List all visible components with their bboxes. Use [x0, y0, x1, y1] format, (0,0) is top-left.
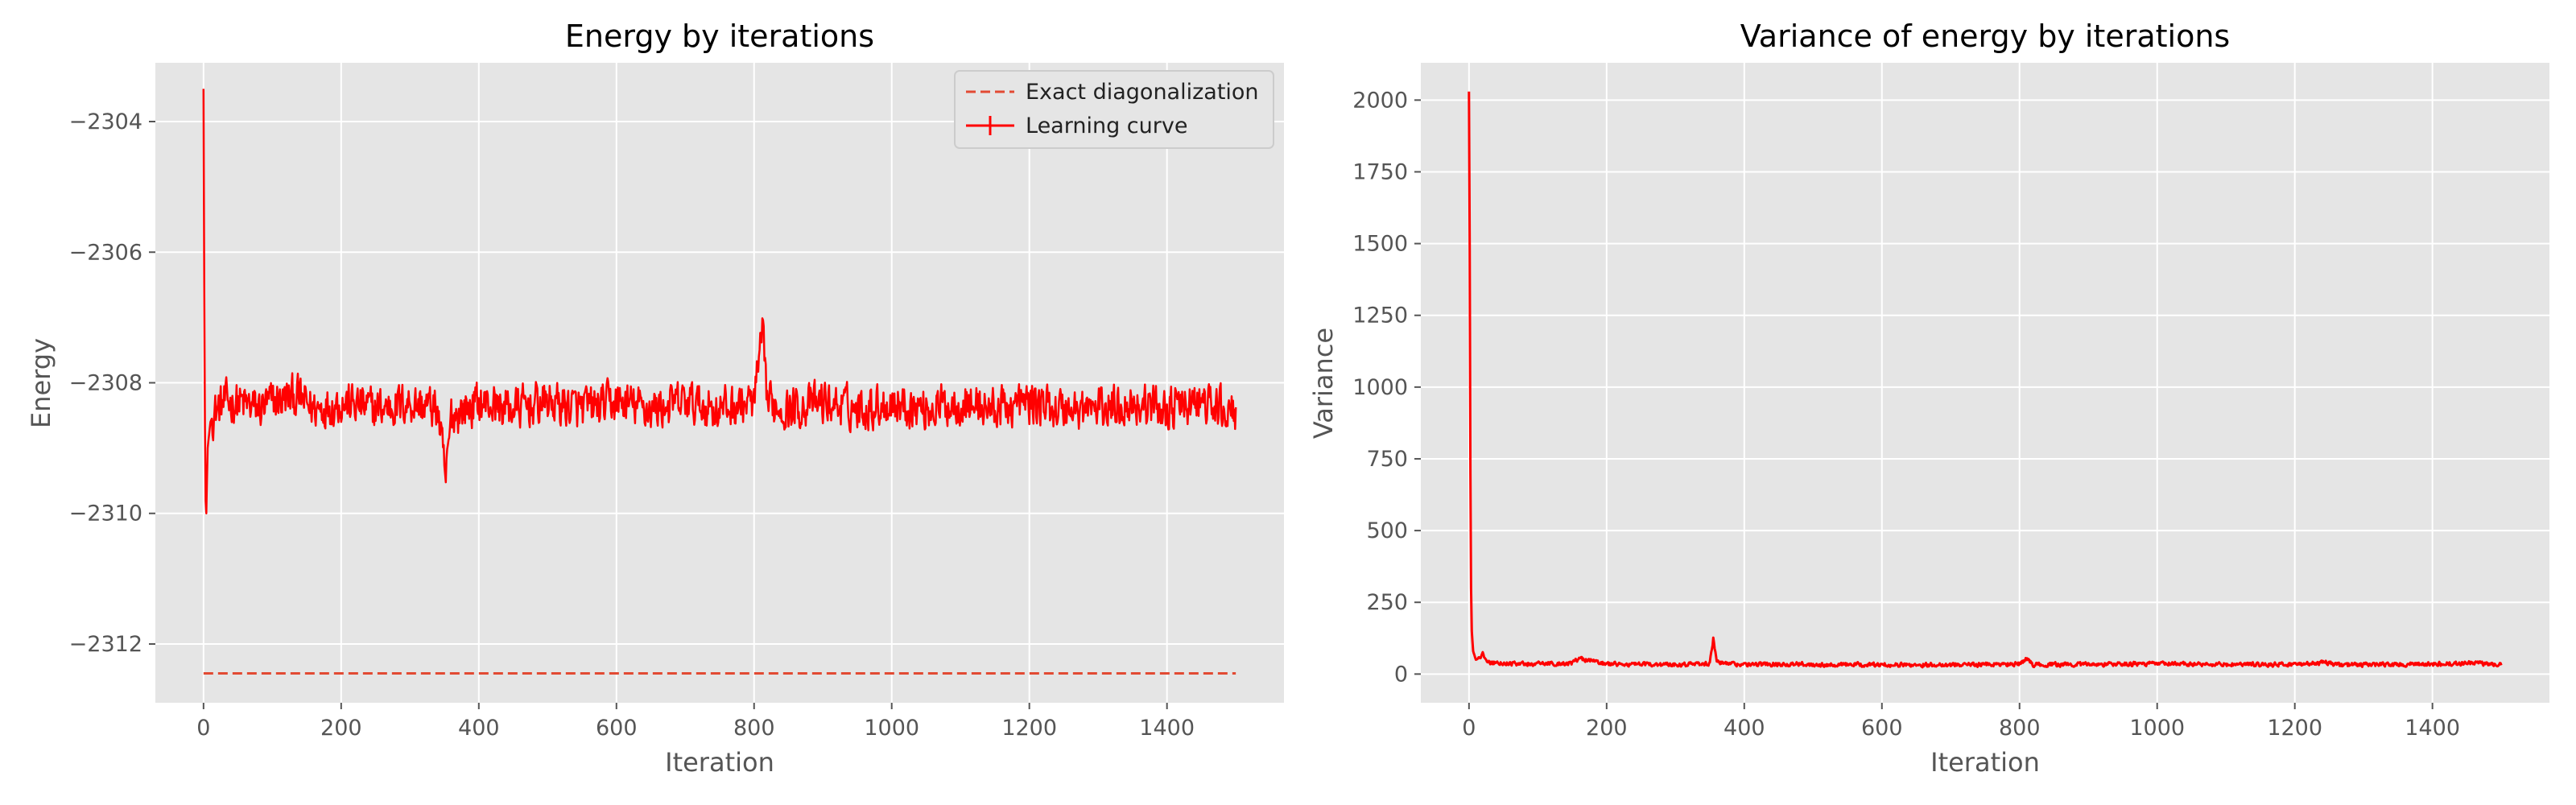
variance-plot-background	[1421, 63, 2549, 703]
variance-x-tick-label: 1000	[2129, 716, 2185, 741]
variance-series	[1468, 91, 2503, 669]
energy-x-tick-label: 1000	[864, 716, 919, 741]
variance-x-tick-label: 1200	[2267, 716, 2322, 741]
energy-y-tick-label: −2312	[69, 632, 142, 657]
energy-x-axis-label: Iteration	[665, 747, 774, 778]
variance-y-tick-label: 1250	[1352, 303, 1408, 328]
variance-x-tick-label: 400	[1724, 716, 1765, 741]
variance-y-tick-label: 0	[1394, 662, 1408, 687]
energy-gridlines	[155, 63, 1284, 703]
energy-y-tick-label: −2310	[69, 502, 142, 526]
variance-y-tick-label: 250	[1366, 590, 1408, 615]
energy-x-tick-label: 0	[196, 716, 210, 741]
variance-y-tick-label: 2000	[1352, 88, 1408, 113]
energy-y-tick-label: −2308	[69, 371, 142, 396]
variance-x-tick-label: 1400	[2405, 716, 2460, 741]
energy-y-tick-label: −2306	[69, 240, 142, 265]
energy-x-tick-label: 1200	[1001, 716, 1057, 741]
variance-x-ticks: 0 200 400 600 800 1000 1200 1400	[1462, 703, 2460, 741]
energy-x-tick-label: 600	[596, 716, 638, 741]
variance-y-ticks: 0 250 500 750 1000 1250 1500 1750 2000	[1352, 88, 1421, 687]
energy-x-ticks: 0 200 400 600 800 1000 1200 1400	[196, 703, 1195, 741]
variance-gridlines	[1421, 63, 2549, 703]
variance-series-variance	[1468, 91, 2503, 669]
variance-x-tick-label: 0	[1462, 716, 1476, 741]
variance-chart-title: Variance of energy by iterations	[1740, 19, 2230, 54]
energy-series-learning-curve	[202, 89, 1237, 514]
variance-y-tick-label: 750	[1366, 447, 1408, 472]
energy-x-tick-label: 800	[733, 716, 775, 741]
energy-y-ticks: −2312 −2310 −2308 −2306 −2304	[69, 109, 155, 657]
variance-chart: 0 200 400 600 800 1000 1200 1400 0 250 500 750 1000…	[1308, 19, 2549, 778]
energy-y-axis-label: Energy	[26, 338, 56, 428]
variance-x-tick-label: 600	[1861, 716, 1903, 741]
energy-legend: Exact diagonalization Learning curve	[954, 70, 1274, 149]
variance-y-tick-label: 1000	[1352, 375, 1408, 400]
energy-chart-title: Energy by iterations	[565, 19, 874, 54]
energy-x-tick-label: 200	[320, 716, 362, 741]
variance-y-tick-label: 1500	[1352, 232, 1408, 257]
energy-x-tick-label: 1400	[1139, 716, 1195, 741]
energy-series	[202, 89, 1237, 675]
legend-label-learning-curve: Learning curve	[1026, 114, 1187, 138]
variance-x-axis-label: Iteration	[1930, 747, 2040, 778]
variance-y-tick-label: 500	[1366, 518, 1408, 543]
variance-x-tick-label: 800	[1999, 716, 2041, 741]
variance-y-tick-label: 1750	[1352, 159, 1408, 184]
legend-box	[954, 70, 1274, 149]
variance-x-tick-label: 200	[1586, 716, 1628, 741]
energy-y-tick-label: −2304	[69, 109, 142, 134]
energy-chart: 0 200 400 600 800 1000 1200 1400 −2312 −2310 −230…	[26, 19, 1284, 778]
legend-label-exact-diagonalization: Exact diagonalization	[1026, 80, 1259, 105]
variance-y-axis-label: Variance	[1308, 328, 1339, 439]
energy-x-tick-label: 400	[458, 716, 500, 741]
